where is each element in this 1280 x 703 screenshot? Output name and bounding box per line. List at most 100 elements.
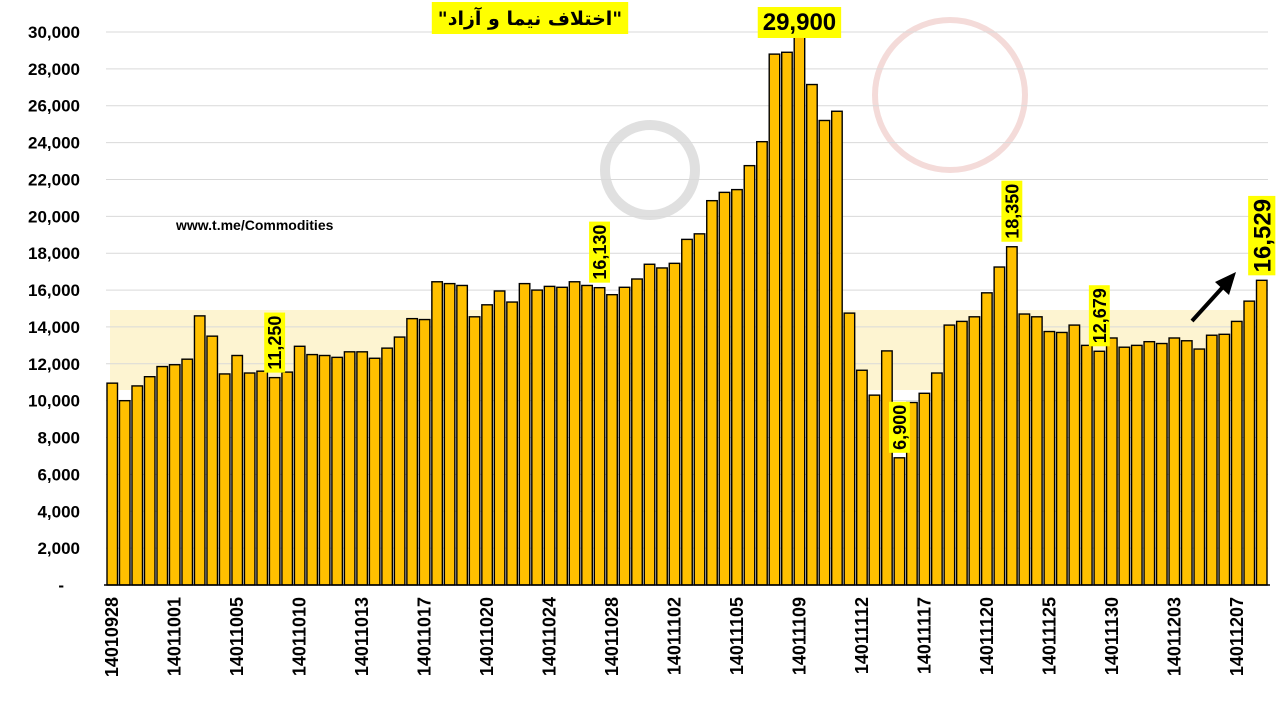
bar [1255,279,1268,586]
bar [256,370,269,586]
bar [143,376,156,586]
y-axis-ticks: - 2,000 4,000 6,000 8,000 10,000 12,000 14,000 1… [28,23,80,595]
bar [718,191,731,586]
trend-arrow [1190,272,1236,323]
bar [930,372,943,586]
bar [893,457,906,586]
data-label: 12,679 [1090,288,1110,343]
chart-title-highlight [431,2,629,34]
bar [818,119,831,586]
bar [193,315,206,586]
bar [1043,330,1056,586]
bar [218,373,231,586]
bar [1080,344,1093,586]
x-tick-label: 14011120 [977,597,997,675]
bar [706,199,718,586]
bar [1055,331,1068,586]
bar [631,278,643,586]
x-tick-label: 14011001 [165,597,185,676]
data-label: 6,900 [890,405,910,450]
x-tick-label: 14011024 [540,597,560,676]
bar [1105,337,1118,586]
chart-title-group: "اختلاف نیما و آزاد" [431,2,629,34]
bar [793,33,806,586]
x-tick-label: 14011207 [1227,597,1247,676]
data-label-group: 18,350 [1001,180,1023,242]
bar [656,267,668,586]
bar [943,324,956,586]
bar [1180,340,1193,586]
bar [1155,342,1168,586]
bar [243,372,256,586]
bar [343,351,356,586]
bar [318,354,331,586]
data-label-group: 29,900 [757,7,842,38]
data-label-group: 11,250 [264,312,286,373]
bar [1230,320,1243,586]
bar [556,286,569,586]
bar [331,356,344,586]
bar [581,284,593,586]
x-tick-label: 14011020 [477,597,497,676]
data-label-group: 12,679 [1088,285,1110,347]
data-label-group: 16,130 [589,221,610,283]
bar [306,353,319,586]
y-tick-label: 14,000 [28,318,80,337]
bar [743,164,756,586]
x-tick-label: 14011203 [1164,597,1184,676]
bar [518,282,531,586]
bar [493,290,506,586]
bar [281,371,294,586]
bar [668,262,681,586]
y-tick-label: 20,000 [28,207,80,226]
bar [1143,340,1156,586]
watermark-url: www.t.me/Commodities [175,217,334,233]
data-label-highlight [264,312,286,373]
bar [731,188,743,586]
bar [980,292,993,586]
bar [431,281,444,586]
watermark-drop [600,120,700,220]
y-tick-label: 2,000 [37,539,80,558]
data-label-highlight [888,401,910,453]
bar [268,376,281,586]
x-tick-label: 14010928 [102,597,122,677]
y-tick-label: 28,000 [28,60,80,79]
y-tick-label: 4,000 [37,502,80,521]
data-label: 18,350 [1002,184,1022,239]
bar [1093,350,1106,586]
bar [830,110,843,586]
data-label: 11,250 [265,316,285,370]
bar [506,301,519,586]
x-tick-label: 14011013 [352,597,372,676]
y-tick-label: 30,000 [28,23,80,42]
data-label-group: 6,900 [888,401,910,453]
bar [543,285,556,586]
x-tick-label: 14011028 [602,597,622,676]
bar [568,281,581,586]
bar [1030,316,1043,586]
x-tick-label: 14011109 [789,597,809,675]
data-label: 16,529 [1249,199,1276,272]
x-tick-label: 14011102 [665,597,685,675]
bar [1193,348,1206,586]
data-annotations: 11,250 16,130 29,900 6,900 18,350 12,679 16,52… [264,7,1276,453]
bar [181,358,194,586]
bar [993,266,1006,586]
arrow-head [1215,272,1236,295]
x-tick-label: 14011125 [1039,597,1059,675]
data-label-highlight [757,7,842,38]
data-label-highlight [1001,180,1023,242]
bar [531,289,544,586]
bar [206,335,219,586]
bar [1130,344,1143,586]
bar [293,345,306,586]
bar [443,282,456,586]
bar [681,238,693,586]
data-label: 29,900 [763,9,836,36]
bar [1018,313,1031,586]
bar [880,350,893,586]
y-tick-label: 24,000 [28,134,80,153]
bar [131,385,144,586]
